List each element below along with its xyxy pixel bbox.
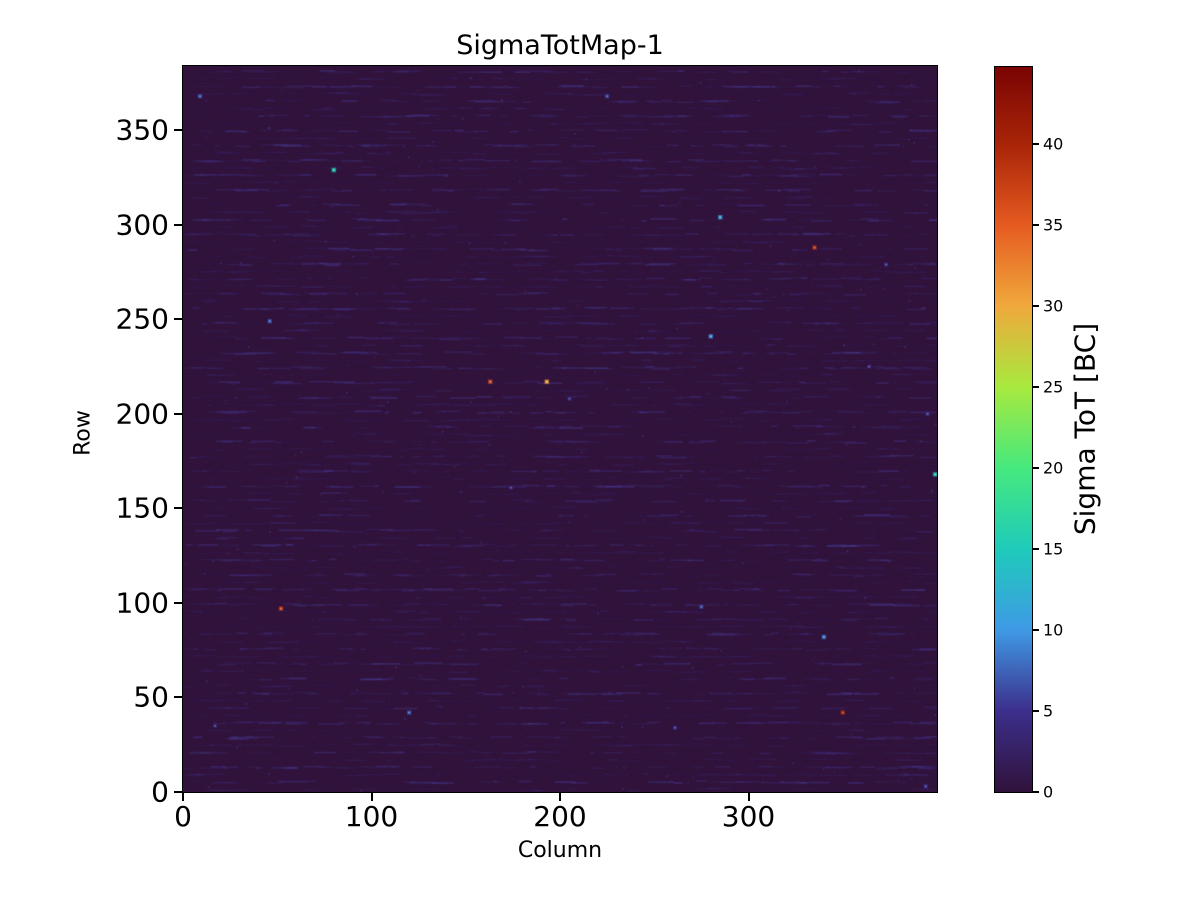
colorbar-tick-mark <box>1032 548 1039 550</box>
colorbar-tick-mark <box>1032 143 1039 145</box>
x-tick-label: 200 <box>533 800 587 833</box>
colorbar-tick-label: 0 <box>1043 782 1054 802</box>
y-tick-label: 100 <box>115 586 169 620</box>
x-tick-label: 0 <box>174 800 192 833</box>
y-tick-mark <box>174 412 183 415</box>
y-tick-mark <box>174 318 183 321</box>
y-tick-label: 350 <box>115 113 169 147</box>
heatmap-plot-area <box>181 64 938 793</box>
colorbar-tick-mark <box>1032 305 1039 307</box>
y-tick-label: 50 <box>133 680 169 714</box>
x-tick-mark <box>559 792 561 801</box>
x-tick-label: 300 <box>721 800 776 833</box>
chart-title: SigmaTotMap-1 <box>456 30 664 61</box>
x-tick-mark <box>182 792 184 801</box>
colorbar-tick-label: 30 <box>1043 296 1064 316</box>
colorbar-tick-mark <box>1032 629 1039 631</box>
y-axis-label: Row <box>70 410 96 456</box>
y-tick-label: 0 <box>151 775 169 809</box>
heatmap-canvas <box>182 65 937 792</box>
colorbar-tick-mark <box>1032 710 1039 712</box>
y-tick-mark <box>174 601 183 604</box>
y-tick-mark <box>174 791 183 793</box>
x-tick-label: 100 <box>344 800 399 833</box>
x-tick-mark <box>747 792 750 801</box>
colorbar-tick-label: 35 <box>1043 215 1064 235</box>
colorbar-tick-label: 10 <box>1043 620 1064 640</box>
y-tick-mark <box>174 129 183 132</box>
y-tick-mark <box>174 507 183 510</box>
colorbar-gradient <box>994 66 1032 792</box>
y-tick-label: 200 <box>115 397 169 431</box>
colorbar-tick-mark <box>1032 467 1039 469</box>
colorbar-tick-label: 40 <box>1043 134 1064 154</box>
y-tick-label: 150 <box>115 491 169 525</box>
colorbar-tick-label: 20 <box>1043 458 1064 478</box>
colorbar-tick-mark <box>1032 791 1039 793</box>
colorbar-tick-mark <box>1032 386 1039 388</box>
y-tick-label: 300 <box>115 208 169 242</box>
x-tick-mark <box>370 792 373 801</box>
colorbar-tick-label: 25 <box>1043 377 1064 397</box>
y-tick-mark <box>174 696 183 699</box>
y-tick-mark <box>174 223 183 226</box>
colorbar-label: Sigma ToT [BC] <box>1068 322 1102 536</box>
colorbar-tick-label: 15 <box>1043 539 1064 559</box>
colorbar-tick-mark <box>1032 224 1039 226</box>
colorbar <box>993 65 1033 793</box>
colorbar-tick-label: 5 <box>1043 701 1054 721</box>
x-axis-label: Column <box>517 838 603 863</box>
y-tick-label: 250 <box>115 302 169 336</box>
